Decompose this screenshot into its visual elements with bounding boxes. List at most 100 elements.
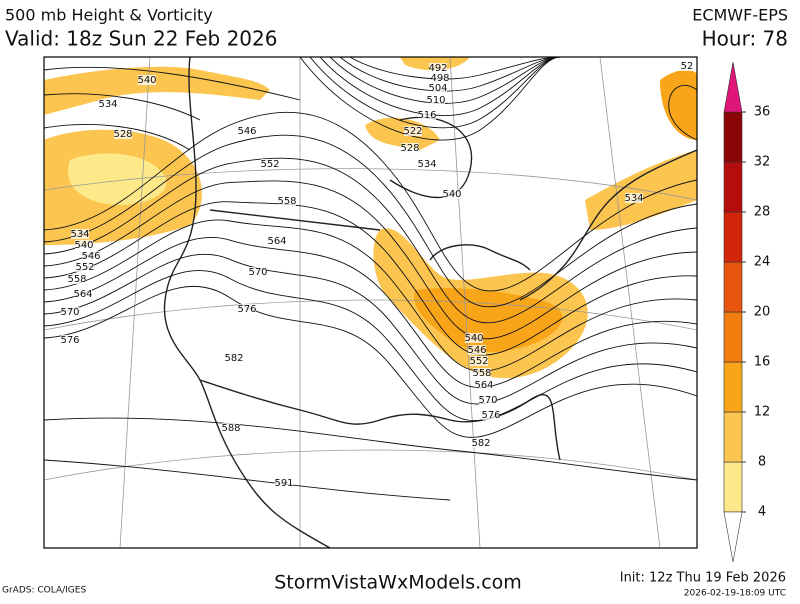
contour-label: 582 [224, 353, 243, 364]
contour-label-bg [278, 196, 296, 206]
colorbar-tick-label: 8 [758, 455, 766, 470]
contour-line [309, 57, 561, 129]
contour-line [44, 157, 697, 324]
contour-label: 570 [478, 395, 497, 406]
contour-label: 576 [237, 304, 256, 315]
contour-label-bg [82, 251, 100, 261]
contour-line [44, 253, 697, 405]
colorbar-over [723, 61, 743, 113]
contour-label-bg [482, 410, 500, 420]
contour-line [44, 270, 697, 421]
credit: GrADS: COLA/IGES [2, 586, 86, 596]
contour-label-bg [114, 129, 132, 139]
site: StormVistaWxModels.com [274, 572, 522, 594]
contour-label: 564 [73, 289, 92, 300]
colorbar-segment [723, 361, 743, 413]
contour-line [44, 124, 191, 151]
contour-label-bg [75, 240, 93, 250]
contour-label: 564 [267, 236, 286, 247]
contour-line [339, 57, 561, 92]
model: ECMWF-EPS [692, 6, 788, 25]
contour-line [319, 57, 561, 116]
colorbar-tick-label: 12 [754, 405, 771, 420]
contour-label: 552 [260, 159, 279, 170]
contour-label: 591 [274, 478, 293, 489]
contour-label: 540 [74, 240, 93, 251]
contour-line [44, 201, 697, 356]
contour-line [44, 237, 697, 388]
contour-label: 492 [428, 63, 447, 74]
contour-label: 522 [403, 126, 422, 137]
contour-label-bg [431, 73, 449, 83]
contour-label: 52 [681, 61, 694, 72]
contour-line [44, 285, 697, 438]
contour-label-bg [249, 267, 267, 277]
contour-line [44, 111, 697, 292]
contour-label: 540 [137, 75, 156, 86]
coastlines [163, 57, 697, 548]
contour-label: 534 [624, 193, 643, 204]
contour-label: 576 [60, 335, 79, 346]
contour-label-bg [238, 126, 256, 136]
contour-line [44, 219, 697, 372]
init-time: Init: 12z Thu 19 Feb 2026 [620, 571, 786, 586]
colorbar-segment [723, 111, 743, 163]
colorbar: 4 8 12 16 20 24 28 32 36 [723, 61, 771, 563]
contour-line [44, 134, 697, 308]
contour-label: 588 [221, 423, 240, 434]
contour-label-bg [429, 63, 447, 73]
contour-label: 564 [474, 380, 493, 391]
contour-label: 558 [67, 274, 86, 285]
contour-label: 552 [469, 356, 488, 367]
contour-label: 504 [428, 83, 447, 94]
contour-label: 546 [81, 251, 100, 262]
timestamp: 2026-02-19-18:09 UTC [684, 589, 786, 599]
contour-label-bg [61, 335, 79, 345]
contour-label: 558 [277, 196, 296, 207]
forecast-hour: Hour: 78 [702, 27, 788, 51]
contour-line [329, 57, 561, 104]
contour-label-bg [418, 159, 436, 169]
contour-label-bg [71, 229, 89, 239]
colorbar-tick-label: 16 [754, 355, 771, 370]
contour-label-bg [625, 193, 643, 203]
contour-line [349, 57, 561, 80]
title: 500 mb Height & Vorticity [5, 6, 213, 25]
contour-label: 510 [426, 95, 445, 106]
contour-label: 528 [400, 143, 419, 154]
contour-label-bg [443, 189, 461, 199]
contour-label-bg [429, 83, 447, 93]
contour-label: 570 [248, 267, 267, 278]
contour-label-bg [418, 110, 436, 120]
contour-line [44, 66, 301, 101]
colorbar-segment [723, 261, 743, 313]
contour-label-bg [68, 274, 86, 284]
colorbar-tick-label: 28 [754, 205, 771, 220]
contour-label-bg [475, 380, 493, 390]
contour-line [44, 417, 697, 481]
colorbar-segment [723, 411, 743, 463]
contour-label: 540 [464, 333, 483, 344]
height-contours [44, 57, 697, 501]
contour-label-bg [472, 438, 490, 448]
contour-label: 540 [442, 189, 461, 200]
colorbar-tick-label: 36 [754, 105, 771, 120]
contour-line [44, 180, 697, 340]
contour-label-bg [138, 75, 156, 85]
contour-label: 534 [417, 159, 436, 170]
contour-label-bg [427, 95, 445, 105]
contour-label-bg [401, 143, 419, 153]
contour-label: 534 [98, 99, 117, 110]
contour-label: 558 [472, 368, 491, 379]
contour-label-bg [465, 333, 483, 343]
contour-label-bg [275, 478, 293, 488]
contour-label-bg [470, 356, 488, 366]
colorbar-segment [723, 161, 743, 213]
contour-line [299, 57, 561, 141]
contour-label: 534 [70, 229, 89, 240]
contour-label-bg [404, 126, 422, 136]
valid-time: Valid: 18z Sun 22 Feb 2026 [5, 27, 277, 51]
